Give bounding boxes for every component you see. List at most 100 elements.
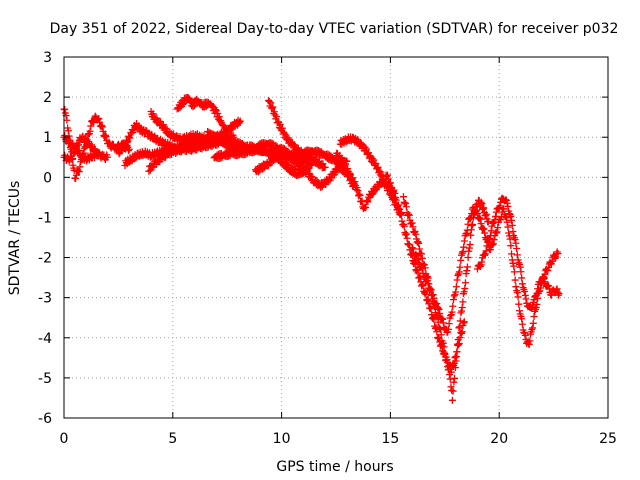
- data-point: [507, 242, 515, 250]
- data-point: [453, 348, 461, 356]
- data-point: [464, 254, 472, 262]
- data-point: [473, 210, 481, 218]
- data-point: [419, 282, 427, 290]
- data-point: [540, 274, 548, 282]
- data-point: [408, 219, 416, 227]
- data-point: [453, 340, 461, 348]
- y-tick-label: 3: [43, 50, 52, 66]
- data-point: [172, 149, 180, 157]
- data-series: [60, 132, 103, 165]
- data-point: [434, 334, 442, 342]
- data-point: [414, 238, 422, 246]
- y-tick-label: 2: [43, 90, 52, 106]
- data-point: [185, 95, 193, 103]
- data-point: [457, 256, 465, 264]
- data-point: [410, 259, 418, 267]
- data-point: [322, 180, 330, 188]
- data-point: [126, 134, 134, 142]
- data-point: [482, 210, 490, 218]
- data-point: [236, 118, 244, 126]
- data-point: [424, 280, 432, 288]
- data-point: [267, 99, 275, 107]
- data-point: [389, 186, 397, 194]
- data-point: [445, 365, 453, 373]
- data-point: [416, 273, 424, 281]
- data-point: [452, 288, 460, 296]
- data-point: [95, 115, 103, 123]
- data-point: [68, 155, 76, 163]
- data-point: [427, 286, 435, 294]
- data-point: [518, 274, 526, 282]
- data-point: [511, 236, 519, 244]
- data-point: [412, 230, 420, 238]
- data-point: [321, 163, 329, 171]
- data-point: [286, 150, 294, 158]
- data-point: [459, 248, 467, 256]
- data-point: [75, 146, 83, 154]
- data-point: [480, 225, 488, 233]
- data-point: [290, 165, 298, 173]
- data-point: [224, 128, 232, 136]
- data-point: [487, 227, 495, 235]
- data-point: [463, 267, 471, 275]
- data-point: [339, 156, 347, 164]
- data-point: [273, 113, 281, 121]
- data-point: [415, 239, 423, 247]
- data-point: [125, 147, 133, 155]
- data-point: [452, 357, 460, 365]
- data-point: [476, 214, 484, 222]
- data-point: [84, 131, 92, 139]
- x-tick-label: 0: [60, 431, 69, 447]
- data-point: [63, 116, 71, 124]
- data-point: [456, 323, 464, 331]
- data-point: [429, 291, 437, 299]
- data-point: [392, 196, 400, 204]
- data-point: [545, 263, 553, 271]
- data-point: [69, 139, 77, 147]
- data-point: [403, 234, 411, 242]
- data-point: [408, 244, 416, 252]
- data-point: [458, 328, 466, 336]
- y-tick-label: -5: [38, 371, 52, 387]
- data-point: [281, 130, 289, 138]
- data-point: [68, 140, 76, 148]
- data-point: [486, 246, 494, 254]
- data-point: [273, 155, 281, 163]
- data-point: [453, 276, 461, 284]
- data-point: [486, 232, 494, 240]
- y-tick-label: -4: [38, 331, 52, 347]
- data-point: [268, 139, 276, 147]
- data-point: [98, 123, 106, 131]
- data-point: [460, 237, 468, 245]
- data-point: [492, 212, 500, 220]
- data-point: [265, 97, 273, 105]
- data-point: [439, 315, 447, 323]
- data-point: [212, 106, 220, 114]
- data-point: [395, 205, 403, 213]
- data-point: [458, 307, 466, 315]
- data-point: [441, 349, 449, 357]
- data-point: [482, 247, 490, 255]
- data-point: [460, 318, 468, 326]
- data-point: [402, 203, 410, 211]
- data-point: [268, 104, 276, 112]
- data-point: [468, 221, 476, 229]
- data-point: [525, 340, 533, 348]
- data-point: [458, 304, 466, 312]
- data-point: [94, 148, 102, 156]
- data-point: [404, 240, 412, 248]
- data-point: [400, 198, 408, 206]
- data-point: [448, 386, 456, 394]
- data-point: [376, 167, 384, 175]
- data-point: [101, 131, 109, 139]
- data-point: [270, 108, 278, 116]
- data-point: [72, 174, 80, 182]
- data-point: [544, 267, 552, 275]
- data-point: [276, 120, 284, 128]
- data-point: [481, 229, 489, 237]
- data-point: [374, 163, 382, 171]
- data-point: [105, 138, 113, 146]
- data-point: [438, 314, 446, 322]
